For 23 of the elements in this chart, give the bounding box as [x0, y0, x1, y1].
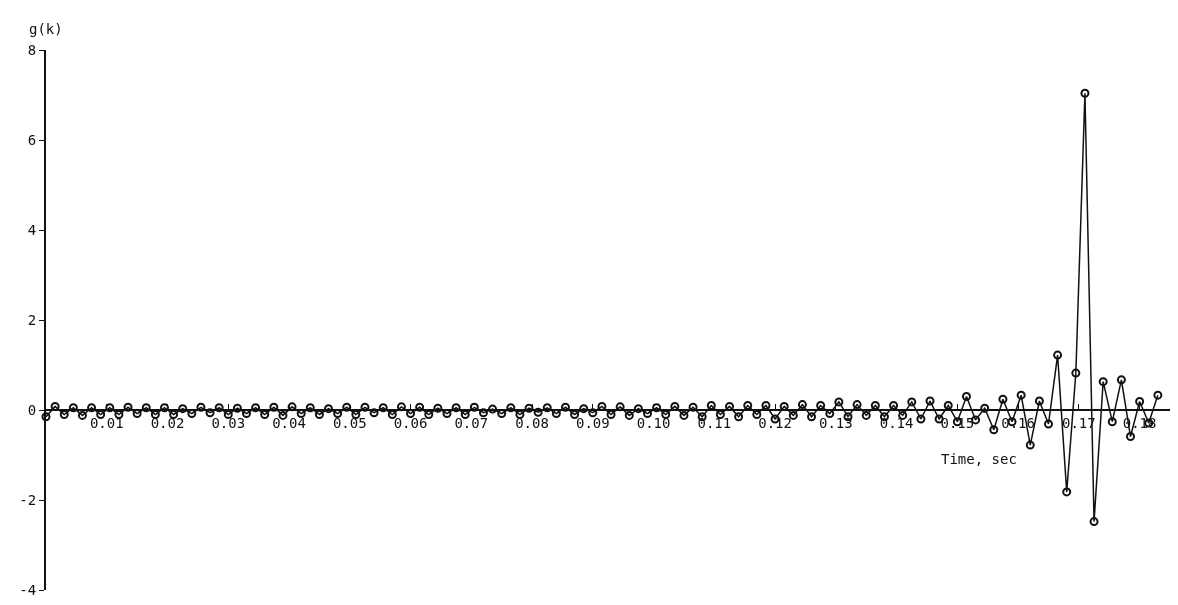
x-tick-label: 0.12 — [758, 414, 792, 431]
x-axis-title: Time, sec — [941, 451, 1017, 467]
x-tick-label: 0.09 — [575, 414, 610, 431]
x-tick-label: 0.13 — [818, 414, 853, 431]
y-tick-label: -2 — [19, 491, 37, 508]
x-tick-label: 0.06 — [393, 414, 428, 431]
y-tick-label: 8 — [27, 41, 37, 58]
x-tick-label: 0.08 — [515, 414, 549, 431]
x-tick-label: 0.14 — [879, 414, 914, 431]
y-tick-label: 6 — [27, 131, 37, 148]
x-tick-label: 0.05 — [332, 414, 367, 431]
y-tick-label: -4 — [19, 581, 37, 598]
x-tick-label: 0.07 — [454, 414, 489, 431]
y-tick-label: 2 — [27, 311, 37, 328]
x-tick-label: 0.03 — [211, 414, 246, 431]
x-tick-label: 0.15 — [940, 414, 975, 431]
y-tick-label: 0 — [27, 401, 37, 418]
y-axis-title: g(k) — [29, 21, 63, 37]
x-tick-label: 0.02 — [150, 414, 185, 431]
x-tick-label: 0.04 — [272, 414, 306, 431]
x-tick-label: 0.10 — [636, 414, 671, 431]
x-tick-label: 0.01 — [89, 414, 124, 431]
y-tick-label: 4 — [27, 221, 37, 238]
